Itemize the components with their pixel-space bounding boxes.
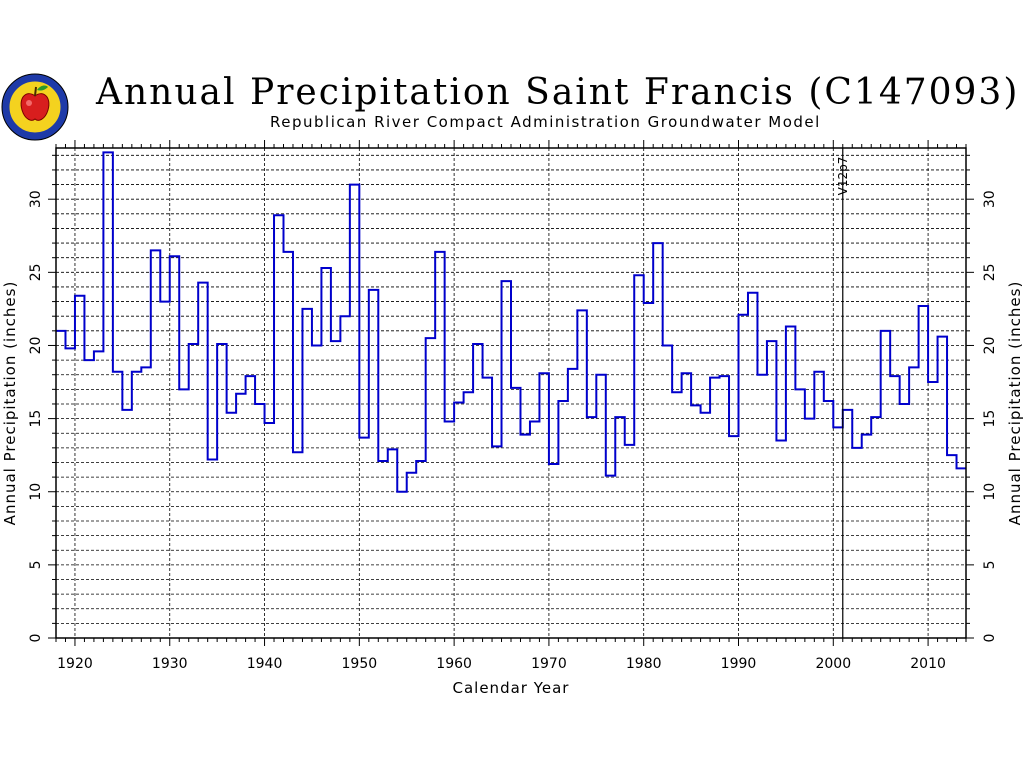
y-tick-label-left: 15 [28, 410, 44, 428]
y-tick-label-left: 5 [28, 560, 44, 569]
x-tick-label: 1960 [436, 656, 472, 672]
y-tick-label-left: 10 [28, 483, 44, 501]
grid-lines [56, 148, 966, 638]
annotation: V12p7 [836, 148, 850, 638]
precipitation-series [56, 151, 966, 493]
y-tick-label-right: 25 [982, 263, 998, 281]
y-tick-label-left: 25 [28, 263, 44, 281]
x-tick-label: 1990 [721, 656, 757, 672]
x-tick-label: 2000 [815, 656, 851, 672]
y-tick-label-right: 0 [982, 634, 998, 643]
x-tick-label: 1950 [342, 656, 378, 672]
x-tick-label: 1980 [626, 656, 662, 672]
x-tick-label: 1940 [247, 656, 283, 672]
axis-ticks [48, 140, 974, 646]
precipitation-step-line [56, 151, 966, 493]
y-tick-label-right: 20 [982, 337, 998, 355]
axis-tick-labels: 1920 1930 1940 1950 1960 1970 1980 1990 2000 2010… [28, 190, 998, 672]
x-tick-label: 1930 [152, 656, 188, 672]
y-axis-label-left: Annual Precipitation (inches) [1, 281, 19, 526]
x-tick-label: 1970 [531, 656, 567, 672]
y-tick-label-left: 30 [28, 190, 44, 208]
y-tick-label-right: 10 [982, 483, 998, 501]
chart-title: Annual Precipitation Saint Francis (C147… [96, 72, 1020, 113]
y-tick-label-left: 0 [28, 634, 44, 643]
x-tick-label: 2010 [910, 656, 946, 672]
y-tick-label-right: 15 [982, 410, 998, 428]
y-tick-label-right: 30 [982, 190, 998, 208]
chart-subtitle: Republican River Compact Administration … [270, 113, 821, 131]
apple-seal-icon [1, 73, 69, 141]
y-tick-label-right: 5 [982, 560, 998, 569]
x-axis-label: Calendar Year [453, 679, 570, 697]
x-tick-label: 1920 [57, 656, 93, 672]
y-axis-label-right: Annual Precipitation (inches) [1006, 281, 1024, 526]
y-tick-label-left: 20 [28, 337, 44, 355]
annotation-label: V12p7 [836, 157, 850, 196]
